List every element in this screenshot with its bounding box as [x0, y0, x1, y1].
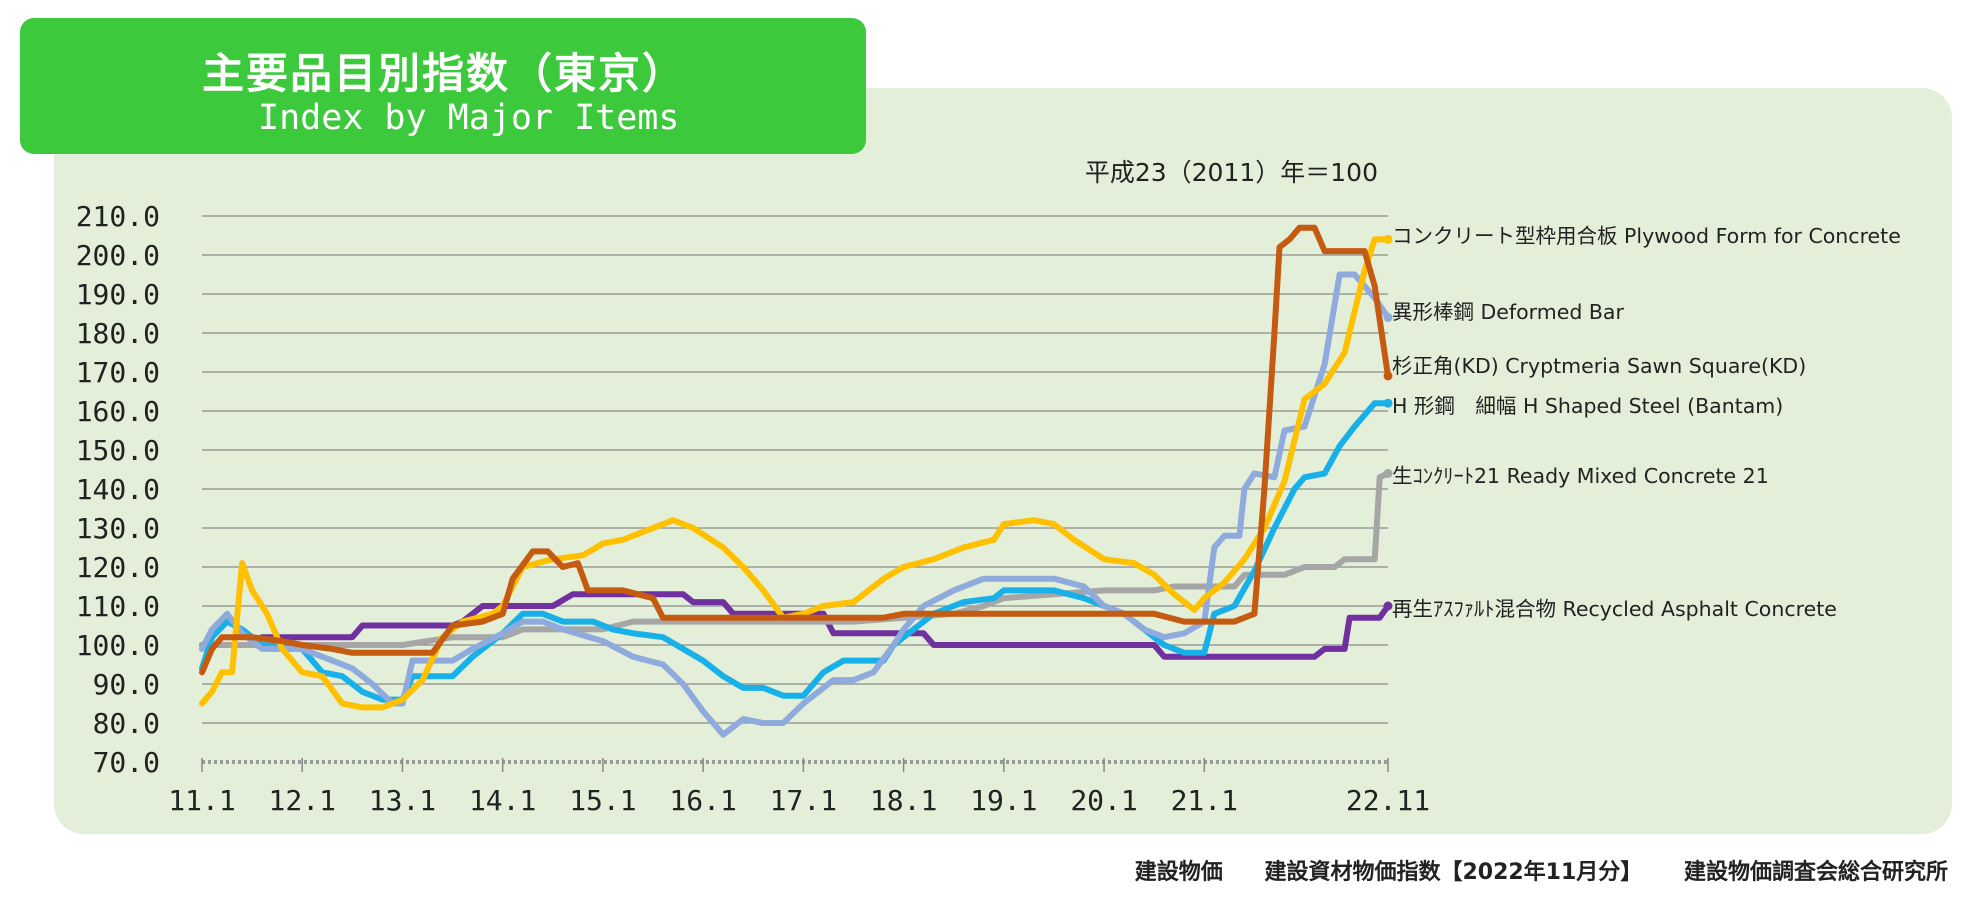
- grid-lines: [202, 215, 1388, 764]
- x-tick-label: 13.1: [369, 784, 436, 817]
- x-tick-label: 11.1: [168, 784, 235, 817]
- series-label: 生ｺﾝｸﾘｰﾄ21 Ready Mixed Concrete 21: [1392, 464, 1769, 488]
- x-tick-label: 19.1: [970, 784, 1037, 817]
- series-lines: [199, 224, 1393, 738]
- y-tick-label: 200.0: [76, 239, 160, 272]
- footer-publication: 建設物価: [1134, 860, 1223, 885]
- y-axis-ticks: 210.0 200.0 190.0 180.0 170.0 160.0 150.0 140.0…: [76, 200, 160, 779]
- series-label: 再生ｱｽﾌｧﾙﾄ混合物 Recycled Asphalt Concrete: [1392, 597, 1837, 621]
- y-tick-label: 160.0: [76, 395, 160, 428]
- series-line-3: [199, 271, 1391, 738]
- chart-title-en: Index by Major Items: [258, 98, 680, 138]
- series-end-point-4: [1383, 234, 1393, 244]
- x-tick-label: 22.11: [1346, 784, 1430, 817]
- series-label: 異形棒鋼 Deformed Bar: [1392, 300, 1624, 324]
- x-tick-label: 14.1: [469, 784, 536, 817]
- x-axis-ticks: 11.1 12.1 13.1 14.1 15.1 16.1 17.1 18.1 19.1 20.1…: [168, 758, 1430, 817]
- series-end-point-0: [1383, 601, 1393, 611]
- x-tick-label: 15.1: [569, 784, 636, 817]
- series-end-point-3: [1383, 312, 1393, 322]
- x-tick-label: 21.1: [1171, 784, 1238, 817]
- series-label: コンクリート型枠用合板 Plywood Form for Concrete: [1392, 224, 1901, 248]
- series-end-point-1: [1383, 468, 1393, 478]
- y-tick-label: 120.0: [76, 551, 160, 584]
- footer-index-name: 建設資材物価指数【2022年11月分】: [1264, 860, 1643, 885]
- y-tick-label: 90.0: [93, 668, 160, 701]
- y-tick-label: 210.0: [76, 200, 160, 233]
- series-end-point-2: [1383, 398, 1393, 408]
- y-tick-label: 140.0: [76, 473, 160, 506]
- y-tick-label: 150.0: [76, 434, 160, 467]
- footer-publisher: 建設物価調査会総合研究所: [1683, 860, 1948, 885]
- chart-title-jp: 主要品目別指数（東京）: [202, 49, 687, 98]
- x-tick-label: 17.1: [770, 784, 837, 817]
- x-tick-label: 18.1: [870, 784, 937, 817]
- x-tick-label: 12.1: [269, 784, 336, 817]
- base-year-note: 平成23（2011）年＝100: [1085, 158, 1378, 187]
- y-tick-label: 190.0: [76, 278, 160, 311]
- title-banner: 主要品目別指数（東京） Index by Major Items: [20, 18, 866, 154]
- series-line-4: [199, 236, 1391, 711]
- footer: 建設物価 建設資材物価指数【2022年11月分】 建設物価調査会総合研究所: [1101, 854, 1948, 886]
- x-tick-label: 16.1: [669, 784, 736, 817]
- y-tick-label: 70.0: [93, 746, 160, 779]
- y-tick-label: 110.0: [76, 590, 160, 623]
- series-labels: コンクリート型枠用合板 Plywood Form for Concrete 異形棒…: [1392, 224, 1901, 621]
- series-line-5: [199, 224, 1391, 676]
- y-tick-label: 180.0: [76, 317, 160, 350]
- y-tick-label: 100.0: [76, 629, 160, 662]
- series-line-1: [199, 470, 1391, 648]
- series-label: H 形鋼 細幅 H Shaped Steel (Bantam): [1392, 394, 1783, 418]
- y-tick-label: 80.0: [93, 707, 160, 740]
- x-tick-label: 20.1: [1070, 784, 1137, 817]
- y-tick-label: 130.0: [76, 512, 160, 545]
- y-tick-label: 170.0: [76, 356, 160, 389]
- series-label: 杉正角(KD) Cryptmeria Sawn Square(KD): [1392, 354, 1806, 378]
- series-end-point-5: [1383, 371, 1393, 381]
